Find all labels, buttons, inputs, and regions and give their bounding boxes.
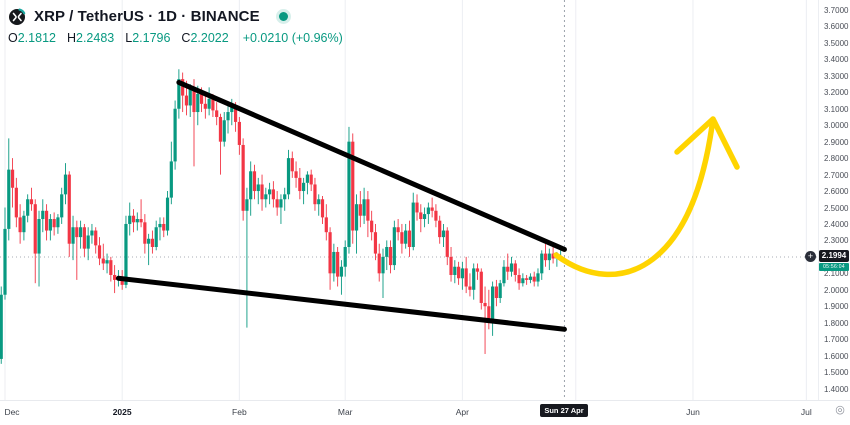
price-tick-label: 2.4000 bbox=[824, 219, 849, 229]
symbol-title[interactable]: XRP / TetherUS · 1D · BINANCE bbox=[34, 7, 260, 25]
time-tick-label: Feb bbox=[232, 407, 247, 417]
ohlc-low-value: 2.1796 bbox=[132, 31, 171, 45]
price-tick-label: 2.7000 bbox=[824, 170, 849, 180]
ohlc-open-value: 2.1812 bbox=[17, 31, 56, 45]
month-gridlines bbox=[4, 0, 807, 400]
market-status-icon[interactable] bbox=[278, 11, 288, 21]
price-tick-label: 3.0000 bbox=[824, 121, 849, 131]
lower-support-trendline[interactable] bbox=[115, 275, 567, 332]
price-tick-label: 2.5000 bbox=[824, 203, 849, 213]
time-tick-label: Jul bbox=[800, 407, 812, 417]
time-tick-label: Mar bbox=[337, 407, 353, 417]
symbol-legend: XRP / TetherUS · 1D · BINANCE O2.1812 H2… bbox=[8, 5, 343, 46]
last-price-label: 2.1994 bbox=[819, 250, 849, 262]
price-tick-label: 2.9000 bbox=[824, 137, 849, 147]
time-tick-label: Jun bbox=[686, 407, 700, 417]
breakout-arrow[interactable] bbox=[553, 116, 740, 278]
upper-resistance-trendline[interactable] bbox=[176, 79, 567, 252]
price-axis[interactable]: 3.7000 3.6000 3.5000 3.4000 3.3000 3.2000 3.10… bbox=[818, 0, 850, 410]
price-tick-label: 3.2000 bbox=[824, 88, 849, 98]
price-tick-label: 1.5000 bbox=[824, 368, 849, 378]
time-tick-label: Apr bbox=[455, 407, 469, 417]
crosshair-date-label: Sun 27 Apr '25 bbox=[540, 404, 588, 425]
price-change: +0.0210 (+0.96%) bbox=[242, 31, 343, 45]
price-tick-label: 1.4000 bbox=[824, 384, 849, 394]
price-tick-label: 2.3000 bbox=[824, 236, 849, 246]
ohlc-high-value: 2.2483 bbox=[76, 31, 115, 45]
price-tick-label: 1.8000 bbox=[824, 318, 849, 328]
ohlc-close-label: C bbox=[181, 31, 191, 45]
ohlc-values: O2.1812 H2.2483 L2.1796 C2.2022 +0.0210 … bbox=[8, 31, 343, 45]
price-tick-label: 3.4000 bbox=[824, 55, 849, 65]
ohlc-open-label: O bbox=[8, 31, 18, 45]
price-tick-label: 1.9000 bbox=[824, 302, 849, 312]
time-axis[interactable]: Dec 2025 Feb Mar Apr Jun Jul bbox=[0, 400, 850, 425]
axis-settings-icon[interactable]: ◎ bbox=[835, 404, 845, 416]
price-tick-label: 3.6000 bbox=[824, 22, 849, 32]
price-tick-label: 2.0000 bbox=[824, 285, 849, 295]
ohlc-high-label: H bbox=[66, 31, 76, 45]
price-tick-label: 2.6000 bbox=[824, 187, 849, 197]
price-tick-label: 3.5000 bbox=[824, 38, 849, 48]
ohlc-low-label: L bbox=[125, 31, 133, 45]
ohlc-close-value: 2.2022 bbox=[190, 31, 229, 45]
price-tick-label: 3.7000 bbox=[824, 6, 849, 15]
price-tick-label: 1.6000 bbox=[824, 351, 849, 361]
price-tick-label: 1.7000 bbox=[824, 335, 849, 345]
bar-close-countdown: 05:56:04 bbox=[819, 263, 849, 271]
xrp-logo-icon bbox=[8, 7, 27, 26]
price-tick-label: 2.8000 bbox=[824, 154, 849, 164]
price-tick-label: 3.1000 bbox=[824, 104, 849, 114]
time-tick-label: Dec bbox=[4, 407, 20, 417]
add-alert-button[interactable]: + bbox=[805, 251, 816, 262]
time-tick-label: 2025 bbox=[112, 407, 132, 417]
candles bbox=[0, 69, 563, 364]
price-tick-label: 2.1000 bbox=[824, 269, 849, 279]
price-tick-label: 3.3000 bbox=[824, 71, 849, 81]
